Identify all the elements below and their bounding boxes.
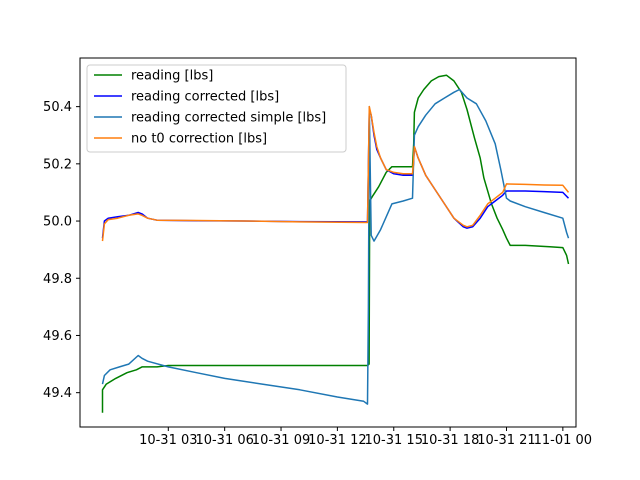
legend-label-1: reading corrected [lbs]: [131, 90, 279, 105]
legend-label-0: reading [lbs]: [131, 69, 213, 84]
series-line-3: [101, 105, 570, 242]
x-tick-label: 10-31 09: [252, 433, 310, 448]
y-tick-label: 50.0: [43, 215, 72, 230]
y-tick-label: 50.2: [43, 157, 72, 172]
y-tick-label: 49.8: [43, 272, 72, 287]
x-tick-label: 10-31 06: [195, 433, 253, 448]
x-tick-label: 10-31 03: [139, 433, 197, 448]
series-line-2: [101, 88, 570, 405]
x-tick-label: 10-31 15: [365, 433, 423, 448]
legend: reading [lbs] reading corrected [lbs] read…: [86, 64, 347, 153]
x-tick-label: 10-31 21: [477, 433, 535, 448]
y-axis: 49.4 49.6 49.8 50.0 50.2 50.4: [43, 100, 80, 401]
legend-label-2: reading corrected simple [lbs]: [131, 111, 326, 126]
legend-label-3: no t0 correction [lbs]: [131, 132, 267, 147]
x-tick-label: 10-31 18: [421, 433, 479, 448]
series-layer: [101, 74, 570, 413]
axes-frame: [79, 57, 577, 428]
x-tick-label: 11-01 00: [534, 433, 592, 448]
y-tick-label: 50.4: [43, 100, 72, 115]
y-tick-label: 49.6: [43, 329, 72, 344]
y-tick-label: 49.4: [43, 386, 72, 401]
x-tick-label: 10-31 12: [308, 433, 366, 448]
legend-box: [86, 64, 347, 153]
